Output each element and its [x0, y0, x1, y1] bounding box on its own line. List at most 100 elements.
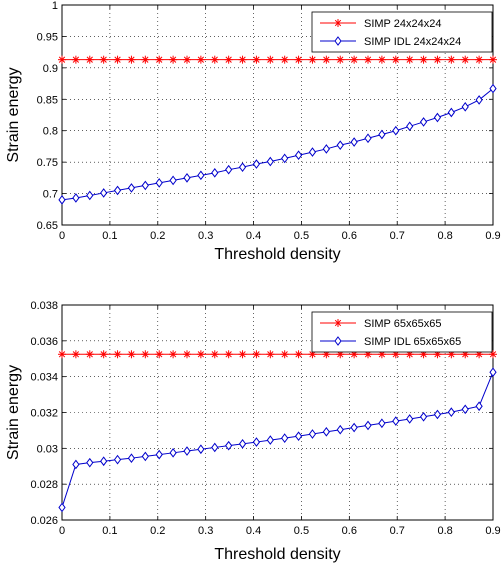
asterisk-stroke: [295, 351, 302, 358]
data-point-diamond: [308, 147, 317, 157]
data-point-asterisk: [113, 350, 122, 359]
data-point-asterisk: [58, 350, 66, 359]
data-point-diamond: [211, 442, 219, 453]
asterisk-stroke: [156, 56, 163, 63]
asterisk-stroke: [281, 56, 288, 63]
data-point-asterisk: [252, 350, 261, 359]
asterisk-stroke: [114, 56, 121, 63]
data-point-asterisk: [489, 55, 497, 64]
data-point-diamond: [100, 456, 108, 467]
data-point-diamond: [72, 459, 80, 470]
legend-label: SIMP 65x65x65: [364, 318, 441, 330]
asterisk-stroke: [86, 351, 93, 358]
asterisk-stroke: [142, 56, 149, 63]
data-point-diamond: [406, 121, 414, 132]
data-point-diamond: [127, 183, 136, 193]
x-tick-label: 0.7: [390, 525, 405, 537]
data-point-diamond: [364, 420, 372, 431]
legend: SIMP 24x24x24 SIMP IDL 24x24x24: [311, 11, 493, 53]
x-tick-label: 0.1: [102, 525, 117, 537]
data-point-diamond: [183, 173, 191, 183]
data-point-diamond: [197, 444, 205, 455]
data-point-diamond: [281, 433, 289, 443]
asterisk-stroke: [406, 351, 413, 358]
data-point-diamond: [113, 454, 122, 465]
data-point-diamond: [489, 367, 497, 378]
asterisk-stroke: [169, 351, 177, 358]
data-point-diamond: [113, 185, 122, 196]
x-tick-label: 0.4: [246, 230, 261, 242]
x-tick-label: 0: [59, 230, 65, 242]
asterisk-stroke: [239, 351, 246, 358]
data-point-asterisk: [475, 55, 484, 64]
y-tick-label: 0.038: [30, 300, 58, 312]
data-point-diamond: [197, 170, 205, 181]
asterisk-stroke: [364, 56, 372, 63]
data-point-asterisk: [252, 55, 261, 64]
data-point-diamond: [336, 424, 344, 435]
asterisk-stroke: [253, 351, 260, 358]
asterisk-stroke: [392, 56, 399, 63]
x-tick-label: 0.3: [198, 230, 213, 242]
data-point-diamond: [392, 416, 400, 426]
x-tick-label: 0.8: [437, 525, 452, 537]
data-point-diamond: [225, 440, 233, 451]
data-point-diamond: [406, 414, 414, 424]
data-point-asterisk: [113, 55, 122, 64]
x-axis-label: Threshold density: [214, 546, 340, 563]
y-tick-label: 0.75: [37, 157, 58, 169]
asterisk-stroke: [475, 56, 483, 63]
y-tick-label: 0.034: [30, 372, 58, 384]
data-point-diamond: [252, 437, 261, 447]
data-point-asterisk: [322, 55, 331, 64]
asterisk-stroke: [225, 56, 232, 63]
data-point-diamond: [461, 101, 469, 112]
asterisk-stroke: [197, 351, 205, 358]
data-point-asterisk: [238, 55, 247, 64]
data-point-diamond: [141, 451, 149, 462]
x-tick-label: 0: [59, 525, 65, 537]
data-point-asterisk: [377, 55, 386, 64]
legend-label: SIMP IDL 24x24x24: [364, 36, 461, 48]
asterisk-stroke: [197, 56, 205, 63]
x-tick-label: 0.9: [485, 230, 500, 242]
data-point-diamond: [127, 453, 136, 464]
data-point-diamond: [350, 422, 358, 433]
asterisk-stroke: [334, 19, 342, 27]
data-point-diamond: [322, 427, 330, 437]
data-point-diamond: [100, 188, 108, 198]
asterisk-stroke: [475, 351, 483, 358]
x-tick-label: 0.5: [294, 525, 309, 537]
data-point-asterisk: [210, 55, 219, 64]
data-point-diamond: [183, 446, 191, 456]
y-tick-label: 1: [52, 0, 58, 12]
legend-marker-asterisk: [334, 319, 342, 327]
data-point-diamond: [447, 107, 455, 118]
data-point-asterisk: [85, 55, 94, 64]
legend: SIMP 65x65x65 SIMP IDL 65x65x65: [311, 311, 493, 353]
asterisk-stroke: [489, 56, 497, 63]
data-point-diamond: [336, 140, 344, 151]
asterisk-stroke: [100, 351, 107, 358]
x-axis-label: Threshold density: [214, 246, 340, 263]
data-point-asterisk: [238, 350, 247, 359]
data-point-diamond: [58, 502, 66, 513]
asterisk-stroke: [323, 56, 330, 63]
data-point-asterisk: [280, 55, 289, 64]
asterisk-stroke: [334, 319, 342, 327]
data-point-asterisk: [99, 350, 108, 359]
data-point-diamond: [169, 447, 177, 458]
chart-panel-1: 0 0.1 0.2 0.3 0.4 0.5 0.6 0.7 0.8 0.9 0.65 0.7 0.75 0…: [5, 0, 501, 263]
legend-box: [311, 11, 493, 53]
data-point-asterisk: [405, 55, 414, 64]
asterisk-stroke: [309, 351, 316, 358]
data-point-asterisk: [322, 350, 331, 359]
data-point-asterisk: [196, 55, 205, 64]
asterisk-stroke: [350, 351, 358, 358]
x-tick-label: 0.6: [342, 230, 357, 242]
data-point-diamond: [211, 167, 219, 178]
data-point-diamond: [447, 407, 455, 417]
series-2: [58, 83, 497, 205]
data-point-diamond: [155, 449, 163, 460]
